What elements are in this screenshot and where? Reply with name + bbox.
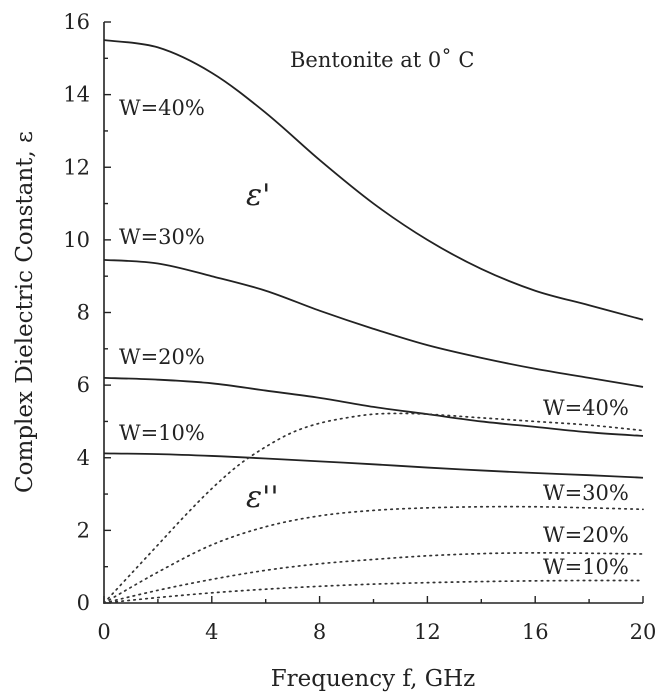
imag-curve-w10 (103, 579, 644, 604)
x-axis-title: Frequency f, GHz (271, 666, 476, 692)
real-curve-w10 (103, 452, 644, 479)
y-tick-label: 16 (63, 10, 90, 34)
imag-curve-w30 (103, 505, 644, 604)
y-tick-label: 10 (63, 228, 90, 252)
y-tick-label: 2 (77, 518, 90, 542)
real-series-label-w30: W=30% (119, 225, 205, 249)
x-tick-label: 4 (205, 620, 218, 644)
chart-title: Bentonite at 0˚ C (290, 48, 475, 72)
x-tick-label: 0 (97, 620, 110, 644)
real-series-label-w20: W=20% (119, 345, 205, 369)
x-tick-label: 20 (630, 620, 657, 644)
y-tick-label: 12 (63, 155, 90, 179)
real-curve-w40 (103, 39, 644, 321)
real-curve-w20 (103, 376, 644, 437)
x-tick-label: 12 (414, 620, 441, 644)
imag-series-label-w40: W=40% (543, 396, 629, 420)
imag-series-label-w30: W=30% (543, 481, 629, 505)
imag-curve-w40 (103, 412, 644, 604)
y-tick-label: 8 (77, 301, 90, 325)
y-tick-label: 14 (63, 83, 90, 107)
real-curve-w30 (103, 258, 644, 388)
y-tick-label: 6 (77, 373, 90, 397)
annotations: Bentonite at 0˚ C ε' ε'' Frequency f, GH… (12, 48, 629, 692)
imag-series-label-w20: W=20% (543, 523, 629, 547)
real-series-label-w10: W=10% (119, 421, 205, 445)
y-tick-label: 0 (77, 591, 90, 615)
curves (103, 39, 644, 604)
x-tick-label: 8 (313, 620, 326, 644)
axes: 0 2 4 6 8 10 12 14 16 0 4 8 12 16 20 (63, 10, 656, 644)
eps-real-label: ε' (246, 178, 270, 213)
eps-imag-label: ε'' (246, 480, 279, 515)
x-tick-label: 16 (522, 620, 549, 644)
real-series-label-w40: W=40% (119, 96, 205, 120)
y-tick-label: 4 (77, 446, 90, 470)
imag-series-label-w10: W=10% (543, 555, 629, 579)
y-axis-title: Complex Dielectric Constant, ε (12, 131, 38, 493)
imag-curve-w20 (103, 552, 644, 604)
